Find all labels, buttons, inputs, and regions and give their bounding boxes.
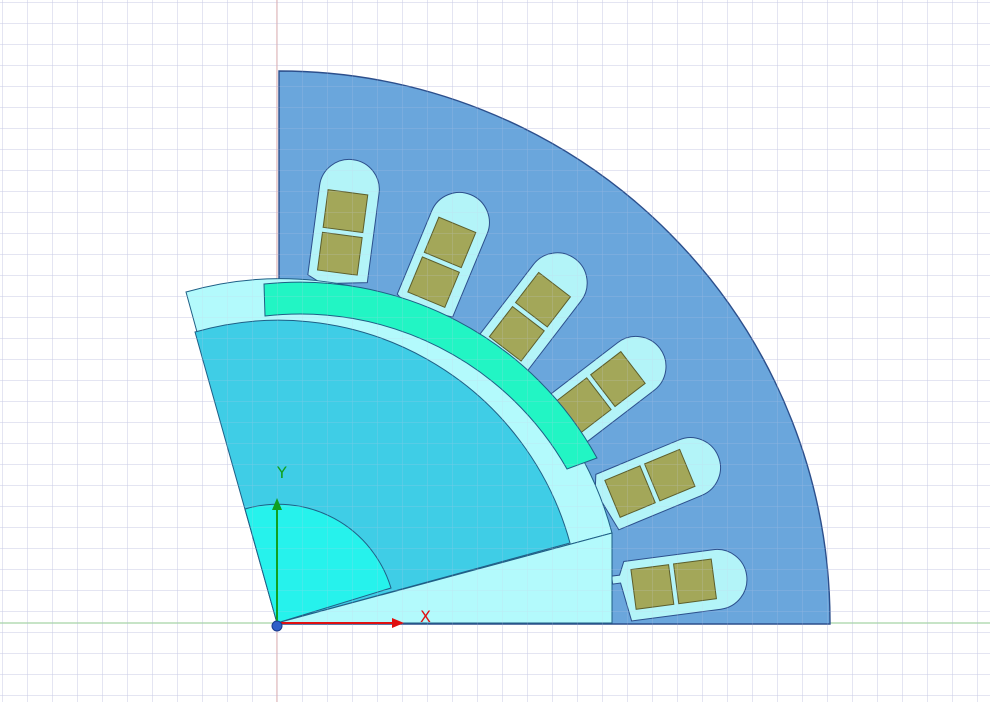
axis-triad: X Y bbox=[271, 463, 431, 632]
y-axis-label: Y bbox=[276, 463, 287, 482]
x-axis-label: X bbox=[420, 607, 431, 626]
x-axis-arrowhead bbox=[392, 618, 404, 628]
y-axis-arrowhead bbox=[272, 498, 282, 510]
coordinate-origin-icon bbox=[271, 620, 283, 632]
